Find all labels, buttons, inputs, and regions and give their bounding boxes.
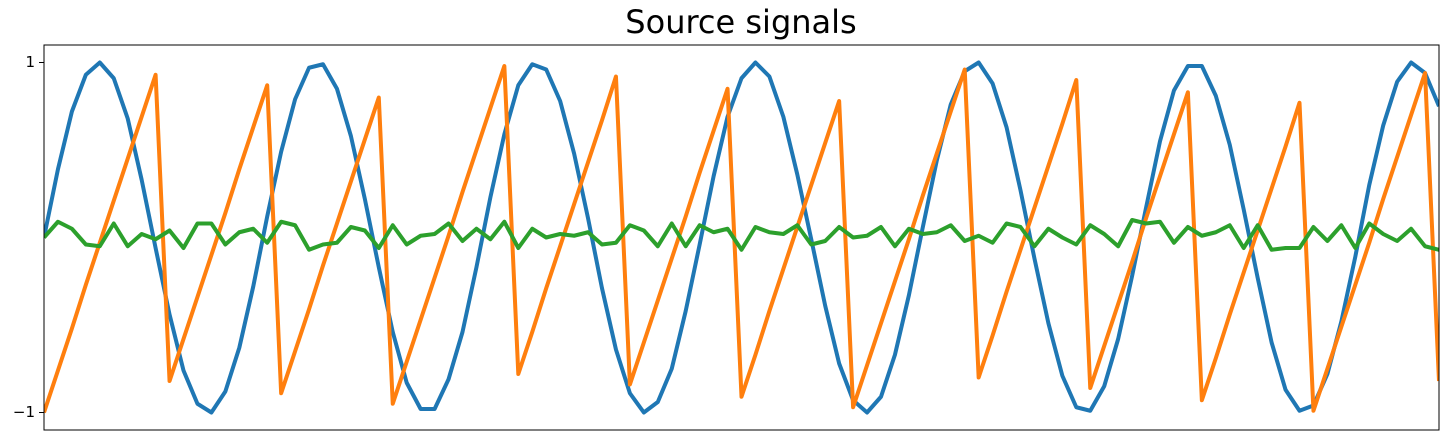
y-tick-label: 1 [25,53,35,71]
series-line [44,64,1439,414]
chart-title: Source signals [625,3,856,41]
y-tick-label: −1 [13,403,35,421]
series-line [44,218,1439,252]
series-line [44,60,1439,415]
plot-area [44,60,1439,415]
axes-frame [43,44,1440,431]
